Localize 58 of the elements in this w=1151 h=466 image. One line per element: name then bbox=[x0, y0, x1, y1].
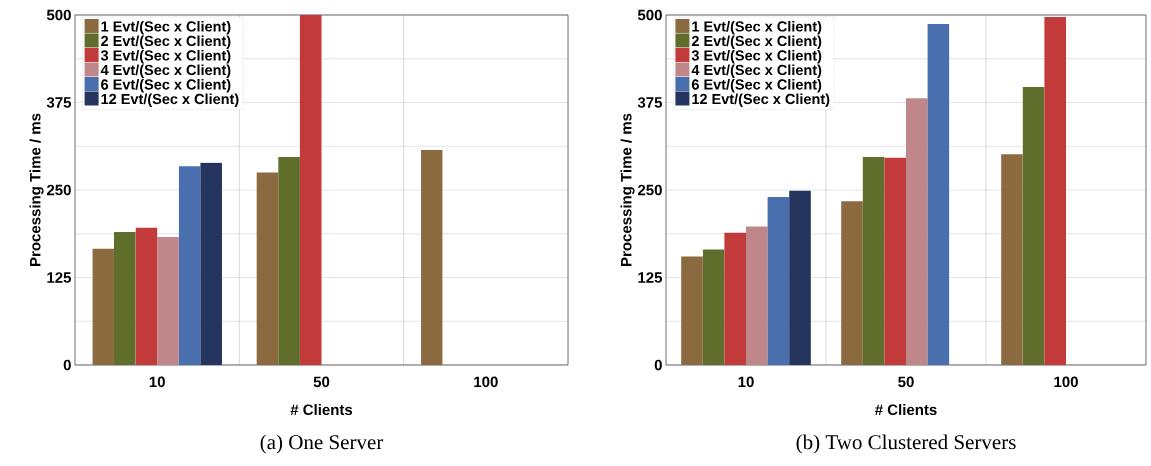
legend-label: 6 Evt/(Sec x Client) bbox=[101, 78, 231, 93]
x-tick-label: 10 bbox=[149, 376, 165, 388]
bar bbox=[724, 232, 747, 365]
legend-label: 4 Evt/(Sec x Client) bbox=[691, 64, 822, 78]
x-tick-label: 10 bbox=[738, 376, 754, 388]
bar bbox=[789, 190, 811, 365]
bar bbox=[200, 162, 222, 365]
bar bbox=[1001, 154, 1023, 365]
x-axis-title: # Clients bbox=[290, 404, 353, 416]
bar bbox=[927, 24, 950, 365]
legend-label: 3 Evt/(Sec x Client) bbox=[691, 49, 822, 64]
legend-label: 1 Evt/(Sec x Client) bbox=[101, 20, 231, 35]
y-tick-label: 125 bbox=[47, 272, 72, 283]
y-tick-label: 500 bbox=[46, 9, 71, 21]
y-tick-label: 500 bbox=[637, 9, 662, 21]
bar bbox=[862, 157, 885, 365]
bar bbox=[256, 172, 279, 365]
bar bbox=[299, 15, 322, 365]
bar bbox=[767, 197, 790, 365]
legend-label: 12 Evt/(Sec x Client) bbox=[692, 93, 830, 107]
bar bbox=[841, 201, 863, 365]
bar bbox=[278, 157, 300, 365]
legend-label: 2 Evt/(Sec x Client) bbox=[691, 35, 822, 49]
y-tick-label: 250 bbox=[46, 184, 71, 196]
x-tick-label: 100 bbox=[1054, 376, 1078, 388]
legend-label: 3 Evt/(Sec x Client) bbox=[100, 49, 231, 64]
x-tick-label: 50 bbox=[313, 376, 330, 388]
legend-label: 6 Evt/(Sec x Client) bbox=[691, 78, 822, 93]
y-axis-title: Processing Time / ms bbox=[620, 113, 635, 266]
bar bbox=[884, 157, 907, 365]
bar bbox=[178, 166, 201, 365]
y-axis-title: Processing Time / ms bbox=[29, 113, 44, 266]
bar bbox=[1044, 17, 1067, 365]
bar bbox=[702, 249, 725, 365]
y-tick-label: 375 bbox=[637, 97, 663, 108]
text: (b) Two Clustered Servers bbox=[796, 434, 1016, 454]
bar bbox=[113, 232, 136, 365]
x-tick-label: 50 bbox=[898, 376, 914, 388]
bar bbox=[421, 150, 443, 365]
y-tick-label: 250 bbox=[637, 184, 662, 196]
y-tick-label: 375 bbox=[46, 97, 72, 108]
bar bbox=[92, 248, 114, 365]
legend-label: 12 Evt/(Sec x Client) bbox=[101, 93, 239, 107]
bar bbox=[746, 226, 768, 365]
x-tick-label: 100 bbox=[474, 376, 498, 388]
legend-label: 1 Evt/(Sec x Client) bbox=[692, 20, 822, 35]
legend-label: 4 Evt/(Sec x Client) bbox=[100, 64, 231, 78]
bar bbox=[1022, 87, 1045, 365]
text: (a) One Server bbox=[260, 434, 384, 454]
y-tick-label: 125 bbox=[638, 272, 663, 283]
y-tick-label: 0 bbox=[654, 359, 662, 371]
bar bbox=[681, 256, 703, 365]
bar bbox=[135, 227, 158, 365]
legend-label: 2 Evt/(Sec x Client) bbox=[101, 35, 231, 49]
bar bbox=[157, 236, 179, 365]
x-axis-title: # Clients bbox=[875, 404, 937, 416]
bar bbox=[906, 98, 928, 365]
y-tick-label: 0 bbox=[63, 359, 71, 371]
